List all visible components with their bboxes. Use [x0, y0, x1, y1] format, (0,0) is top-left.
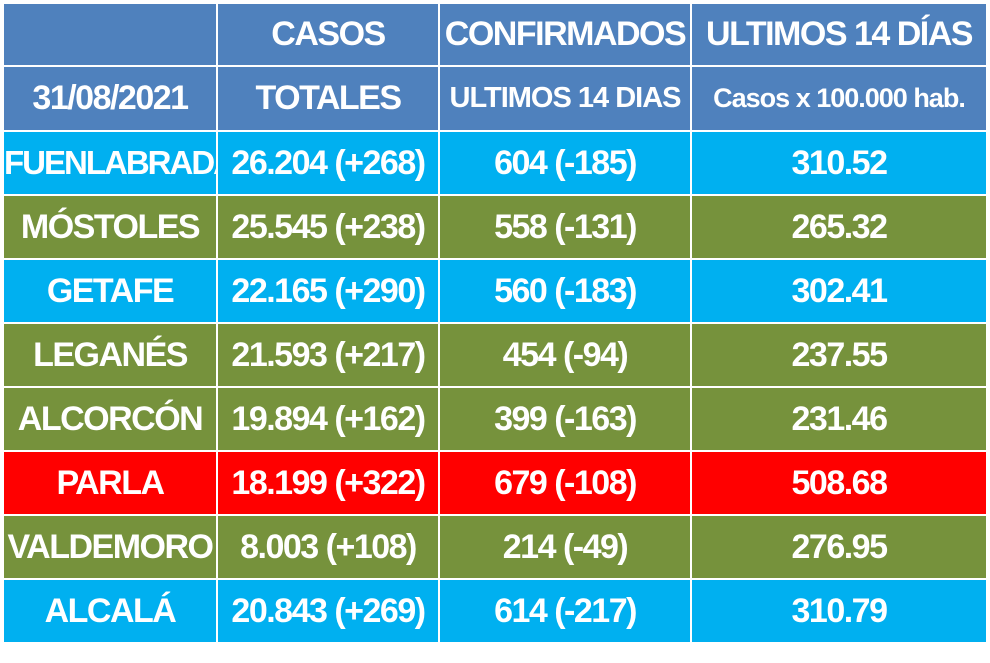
header-empty-cell: [2, 2, 218, 67]
rate-per-100k-cell: 237.55: [690, 322, 988, 388]
table-row: LEGANÉS 21.593 (+217) 454 (-94) 237.55: [2, 322, 988, 388]
city-cell: PARLA: [2, 450, 218, 516]
covid-cases-table: CASOS CONFIRMADOS ULTIMOS 14 DÍAS 31/08/…: [2, 2, 988, 644]
total-cases-cell: 19.894 (+162): [216, 386, 440, 452]
total-cases-cell: 25.545 (+238): [216, 194, 440, 260]
rate-per-100k-cell: 231.46: [690, 386, 988, 452]
table-row: MÓSTOLES 25.545 (+238) 558 (-131) 265.32: [2, 194, 988, 260]
table-row: PARLA 18.199 (+322) 679 (-108) 508.68: [2, 450, 988, 516]
city-cell: ALCORCÓN: [2, 386, 218, 452]
total-cases-cell: 20.843 (+269): [216, 578, 440, 644]
rate-per-100k-cell: 310.52: [690, 130, 988, 196]
table-body: FUENLABRADA 26.204 (+268) 604 (-185) 310.52…: [2, 130, 988, 644]
header-ultimos-14-dias: ULTIMOS 14 DÍAS: [690, 2, 988, 67]
header-ultimos-14-dias-sub: ULTIMOS 14 DIAS: [438, 65, 692, 132]
city-cell: VALDEMORO: [2, 514, 218, 580]
last-14-days-cell: 614 (-217): [438, 578, 692, 644]
header-row-2: 31/08/2021 TOTALES ULTIMOS 14 DIAS Casos…: [2, 65, 988, 132]
city-cell: FUENLABRADA: [2, 130, 218, 196]
last-14-days-cell: 558 (-131): [438, 194, 692, 260]
city-cell: MÓSTOLES: [2, 194, 218, 260]
table-row: FUENLABRADA 26.204 (+268) 604 (-185) 310.52: [2, 130, 988, 196]
total-cases-cell: 26.204 (+268): [216, 130, 440, 196]
rate-per-100k-cell: 302.41: [690, 258, 988, 324]
rate-per-100k-cell: 276.95: [690, 514, 988, 580]
table-row: ALCORCÓN 19.894 (+162) 399 (-163) 231.46: [2, 386, 988, 452]
last-14-days-cell: 560 (-183): [438, 258, 692, 324]
rate-per-100k-cell: 508.68: [690, 450, 988, 516]
header-casos-x-100000: Casos x 100.000 hab.: [690, 65, 988, 132]
last-14-days-cell: 399 (-163): [438, 386, 692, 452]
city-cell: ALCALÁ: [2, 578, 218, 644]
total-cases-cell: 8.003 (+108): [216, 514, 440, 580]
last-14-days-cell: 454 (-94): [438, 322, 692, 388]
header-casos: CASOS: [216, 2, 440, 67]
last-14-days-cell: 679 (-108): [438, 450, 692, 516]
city-cell: GETAFE: [2, 258, 218, 324]
table-row: ALCALÁ 20.843 (+269) 614 (-217) 310.79: [2, 578, 988, 644]
header-date: 31/08/2021: [2, 65, 218, 132]
header-confirmados: CONFIRMADOS: [438, 2, 692, 67]
table-row: VALDEMORO 8.003 (+108) 214 (-49) 276.95: [2, 514, 988, 580]
rate-per-100k-cell: 265.32: [690, 194, 988, 260]
total-cases-cell: 21.593 (+217): [216, 322, 440, 388]
last-14-days-cell: 214 (-49): [438, 514, 692, 580]
last-14-days-cell: 604 (-185): [438, 130, 692, 196]
rate-per-100k-cell: 310.79: [690, 578, 988, 644]
total-cases-cell: 18.199 (+322): [216, 450, 440, 516]
city-cell: LEGANÉS: [2, 322, 218, 388]
total-cases-cell: 22.165 (+290): [216, 258, 440, 324]
header-totales: TOTALES: [216, 65, 440, 132]
header-row-1: CASOS CONFIRMADOS ULTIMOS 14 DÍAS: [2, 2, 988, 67]
table-row: GETAFE 22.165 (+290) 560 (-183) 302.41: [2, 258, 988, 324]
